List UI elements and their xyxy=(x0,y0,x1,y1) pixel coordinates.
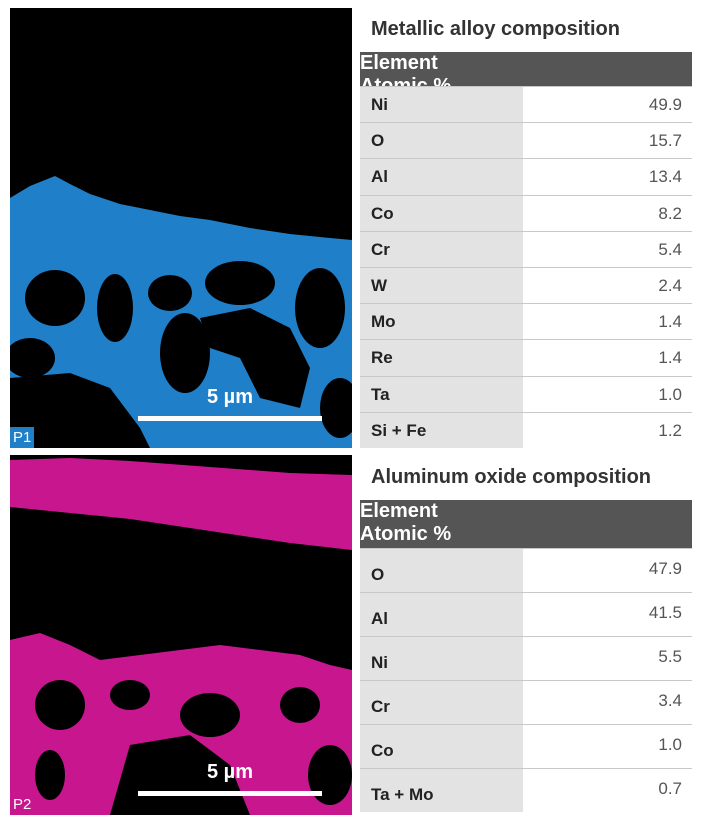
value-cell: 47.9 xyxy=(649,559,682,579)
table-row: Si + Fe 1.2 xyxy=(360,412,692,448)
table-row: Ni 5.5 xyxy=(360,636,692,680)
table-row: W 2.4 xyxy=(360,267,692,303)
table-row: Al 41.5 xyxy=(360,592,692,636)
element-cell: Al xyxy=(360,159,523,194)
element-cell: Cr xyxy=(360,681,523,724)
header-cell: Atomic % xyxy=(360,523,692,546)
table-row: O 15.7 xyxy=(360,122,692,158)
value-cell: 3.4 xyxy=(658,691,682,711)
element-cell: Mo xyxy=(360,304,523,339)
value-cell: 2.4 xyxy=(658,276,682,296)
value-cell: 41.5 xyxy=(649,603,682,623)
value-cell: 1.4 xyxy=(658,312,682,332)
scale-bar xyxy=(138,416,322,421)
element-cell: Ni xyxy=(360,637,523,680)
table-row: Cr 3.4 xyxy=(360,680,692,724)
table-row: O 47.9 xyxy=(360,548,692,592)
value-cell: 1.2 xyxy=(658,421,682,441)
element-cell: O xyxy=(360,549,523,592)
table-row: Co 1.0 xyxy=(360,724,692,768)
header-cell: Element xyxy=(360,52,692,75)
value-cell: 8.2 xyxy=(658,204,682,224)
table-row: Mo 1.4 xyxy=(360,303,692,339)
panel-label: P2 xyxy=(10,794,34,815)
element-cell: O xyxy=(360,123,523,158)
blue-map xyxy=(10,8,352,448)
map-image-p1: 5 µm P1 xyxy=(10,8,352,448)
header-cell: Element xyxy=(360,500,692,523)
element-cell: Co xyxy=(360,196,523,231)
value-cell: 5.4 xyxy=(658,240,682,260)
table-title: Aluminum oxide composition xyxy=(371,466,651,489)
element-cell: Co xyxy=(360,725,523,768)
table-row: Al 13.4 xyxy=(360,158,692,194)
value-cell: 0.7 xyxy=(658,779,682,799)
table-row: Cr 5.4 xyxy=(360,231,692,267)
scale-bar xyxy=(138,791,322,796)
value-cell: 1.4 xyxy=(658,348,682,368)
table-row: Re 1.4 xyxy=(360,339,692,375)
table-row: Ta + Mo 0.7 xyxy=(360,768,692,812)
value-cell: 15.7 xyxy=(649,131,682,151)
element-cell: Ta xyxy=(360,377,523,412)
map-image-p2: 5 µm P2 xyxy=(10,455,352,815)
element-cell: Ni xyxy=(360,87,523,122)
value-cell: 5.5 xyxy=(658,647,682,667)
panel-label: P1 xyxy=(10,427,34,448)
element-cell: Re xyxy=(360,340,523,375)
table-title: Metallic alloy composition xyxy=(371,18,620,41)
table-row: Ta 1.0 xyxy=(360,376,692,412)
scale-bar-text: 5 µm xyxy=(138,386,322,409)
element-cell: Cr xyxy=(360,232,523,267)
table-row: Co 8.2 xyxy=(360,195,692,231)
element-cell: Al xyxy=(360,593,523,636)
element-cell: Ta + Mo xyxy=(360,769,523,812)
scale-bar-text: 5 µm xyxy=(138,761,322,784)
value-cell: 1.0 xyxy=(658,735,682,755)
element-cell: W xyxy=(360,268,523,303)
value-cell: 13.4 xyxy=(649,167,682,187)
table-row: Ni 49.9 xyxy=(360,86,692,122)
page: {"panels": [{"label": "P1", "scale_bar":… xyxy=(0,0,704,821)
element-cell: Si + Fe xyxy=(360,413,523,448)
value-cell: 49.9 xyxy=(649,95,682,115)
value-cell: 1.0 xyxy=(658,385,682,405)
